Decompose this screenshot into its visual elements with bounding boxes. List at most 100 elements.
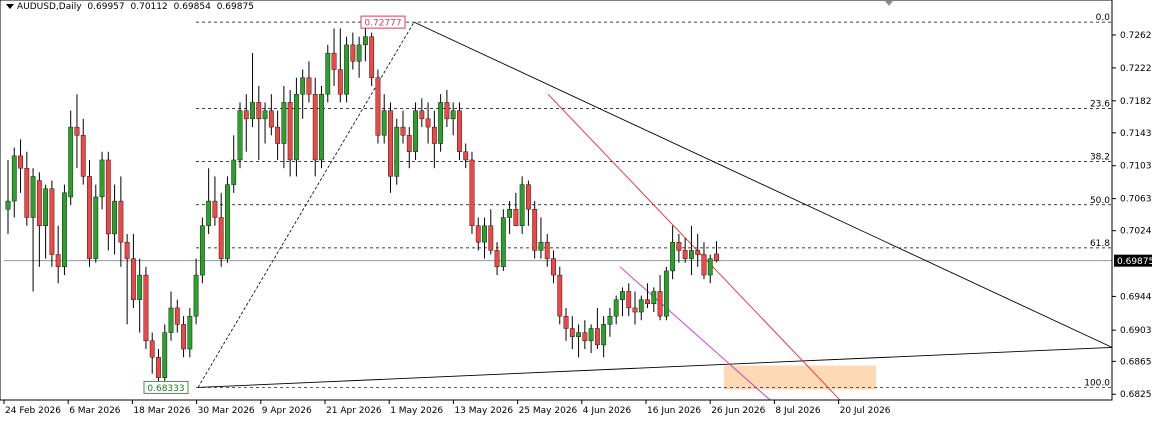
candle [638, 295, 644, 321]
candle [225, 176, 230, 263]
bear-candle-body [156, 357, 161, 379]
bull-candle-body [137, 274, 143, 300]
price-annotations: 0.72777 0.68333 [143, 15, 406, 394]
candle [105, 151, 111, 251]
candle [331, 28, 337, 86]
candle [670, 225, 676, 280]
collapse-triangle-icon[interactable] [6, 4, 14, 9]
candle [231, 135, 237, 193]
bear-candle-body [657, 291, 663, 317]
candle [419, 98, 425, 128]
candle [519, 176, 525, 234]
bull-candle-body [199, 225, 205, 276]
bear-candle-body [532, 209, 538, 251]
bull-candle-body [231, 159, 237, 185]
fib-label-100.0: 100.0 [1084, 378, 1110, 388]
swing-dashed-line [197, 21, 415, 388]
shift-marker-icon[interactable] [885, 1, 893, 6]
bear-candle-body [632, 307, 638, 313]
candle [162, 324, 168, 384]
bear-candle-body [488, 225, 494, 251]
channel-upper-line [547, 93, 841, 401]
candle [187, 307, 193, 358]
bear-candle-body [337, 69, 343, 95]
bull-candle-body [325, 52, 331, 95]
candle [500, 209, 506, 271]
ascending-trendline [197, 346, 1113, 388]
bull-candle-body [670, 241, 676, 272]
candle [663, 266, 669, 321]
candle [394, 118, 400, 185]
time-axis: 24 Feb 2026 6 Mar 2026 18 Mar 2026 30 Mar 2… [3, 400, 891, 416]
candle [256, 85, 262, 160]
candle [294, 77, 299, 177]
descending-trendline [413, 21, 1113, 348]
x-tick-label: 20 Jul 2026 [840, 406, 891, 416]
candle [287, 90, 293, 177]
x-tick-label: 9 Apr 2026 [262, 406, 312, 416]
candle [469, 151, 475, 234]
x-tick-label: 6 Mar 2026 [69, 406, 121, 416]
candle [695, 233, 701, 267]
bull-candle-body [11, 155, 17, 202]
bear-candle-body [551, 258, 556, 276]
bull-candle-body [30, 176, 36, 218]
candle [181, 316, 186, 358]
bull-candle-body [93, 196, 99, 259]
fib-label-38.2: 38.2 [1090, 153, 1110, 163]
bear-candle-body [714, 253, 719, 261]
candle [620, 287, 625, 317]
bear-candle-body [105, 159, 111, 235]
bear-candle-body [218, 217, 224, 259]
candle [344, 36, 349, 103]
candle [325, 44, 331, 103]
bull-candle-body [620, 291, 625, 300]
bear-candle-body [24, 167, 30, 218]
bear-candle-body [400, 126, 406, 136]
bear-candle-body [306, 77, 312, 95]
candle [99, 151, 105, 210]
bear-candle-body [331, 52, 337, 70]
candle [588, 324, 594, 354]
high-label-box [360, 15, 406, 29]
bear-candle-body [444, 102, 450, 120]
x-tick-label: 1 May 2026 [390, 406, 443, 416]
candle [124, 233, 130, 325]
bear-candle-body [695, 250, 701, 255]
chart-header: AUDUSD,Daily 0.69957 0.70112 0.69854 0.6… [6, 2, 257, 12]
candle [613, 295, 619, 325]
x-tick-label: 18 Mar 2026 [133, 406, 190, 416]
candle [262, 102, 268, 144]
bull-candle-body [689, 250, 694, 259]
bull-candle-body [576, 332, 581, 337]
bull-candle-body [613, 299, 619, 317]
candle [36, 172, 42, 267]
candle [482, 217, 487, 259]
candle [130, 233, 136, 308]
bull-candle-body [588, 328, 594, 342]
bull-candle-body [5, 200, 11, 210]
fib-label-50.0: 50.0 [1090, 196, 1110, 206]
candle [457, 102, 462, 160]
candle [55, 225, 61, 284]
bull-candle-body [294, 94, 299, 161]
symbol-label: AUDUSD,Daily [17, 2, 82, 12]
candle [93, 184, 99, 263]
bear-candle-body [80, 135, 86, 177]
candle [450, 102, 456, 136]
bull-candle-body [381, 110, 387, 136]
bear-candle-body [118, 200, 124, 243]
bear-candle-body [212, 200, 218, 218]
candle [507, 201, 512, 234]
bull-candle-body [250, 102, 255, 120]
candle [74, 94, 80, 169]
fib-levels: 0.0 23.6 38.2 50.0 61.8 100.0 [196, 13, 1112, 388]
bull-candle-body [507, 209, 512, 218]
bull-candle-body [300, 77, 306, 95]
